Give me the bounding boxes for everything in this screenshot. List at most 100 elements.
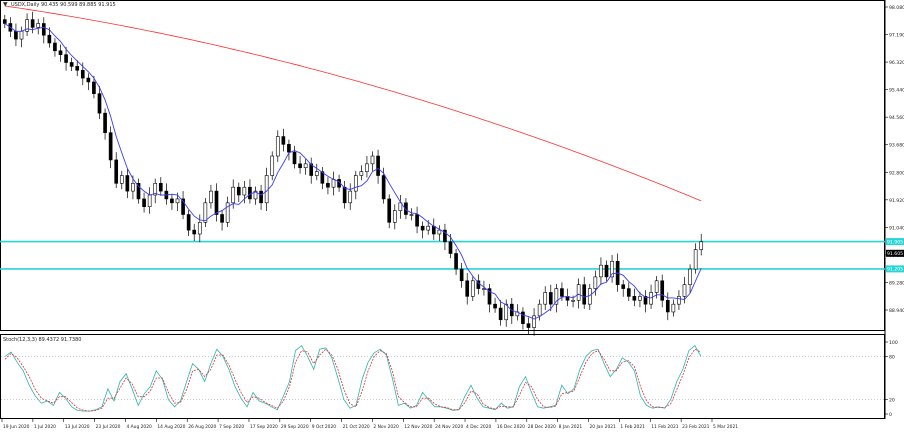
candle [75, 60, 80, 77]
stoch-main-line [4, 344, 702, 412]
candle-body-up [365, 163, 369, 172]
x-tick-label: 12 Nov 2020 [404, 424, 432, 430]
candle [103, 108, 107, 140]
candle-body-down [236, 186, 241, 196]
candle-body-down [192, 229, 197, 235]
candle-body-up [264, 175, 269, 204]
candle-body-down [326, 183, 330, 188]
candle-body-down [248, 186, 252, 200]
candle-body-down [86, 77, 91, 83]
candle-body-down [125, 175, 130, 192]
candle-body-up [253, 190, 258, 200]
candle-body-down [103, 112, 107, 133]
x-tick-label: 5 Mar 2021 [713, 424, 738, 430]
x-tick-label: 1 Jul 2020 [34, 424, 56, 430]
candle [97, 85, 102, 119]
candle-body-up [147, 194, 152, 208]
candle [376, 149, 380, 184]
candle [688, 264, 692, 293]
candle-body-down [142, 198, 146, 208]
candle-body-up [610, 260, 614, 278]
candle [270, 151, 275, 181]
candle [131, 175, 135, 200]
candle [53, 38, 57, 57]
candle-body-down [64, 54, 68, 63]
candle [108, 126, 113, 169]
candle-body-up [409, 214, 414, 216]
candle-body-up [677, 296, 681, 305]
candle-body-down [459, 268, 464, 282]
y-tick-label: 88.940 [889, 308, 904, 314]
x-tick-label: 23 Feb 2021 [682, 424, 710, 430]
candle-body-up [353, 175, 358, 192]
y-tick-label: 98.080 [889, 5, 904, 11]
candle-body-up [131, 183, 135, 192]
osc-tick-label: 20 [889, 398, 895, 404]
candle [287, 139, 291, 161]
x-tick-label: 28 Dec 2020 [528, 424, 556, 430]
candle-body-down [92, 81, 96, 94]
candle-body-down [220, 214, 224, 223]
candle [576, 278, 581, 309]
candle [253, 186, 258, 205]
candle [64, 46, 68, 71]
candle-body-down [181, 198, 185, 215]
candle-body-down [30, 19, 35, 28]
candle-body-down [498, 307, 503, 321]
candle [448, 234, 453, 259]
candle-body-up [348, 190, 353, 204]
candle-body-up [576, 284, 581, 301]
candle-body-up [392, 210, 397, 223]
candle-body-down [320, 171, 325, 184]
candle [621, 280, 626, 297]
candle-body-up [532, 315, 536, 328]
candle [248, 179, 252, 204]
candle [292, 145, 297, 169]
candle [136, 178, 141, 204]
candle [498, 300, 503, 326]
candle [2, 14, 7, 29]
candle-body-down [158, 183, 163, 192]
candle-body-down [660, 280, 665, 301]
x-tick-label: 7 Sep 2020 [219, 424, 244, 430]
y-tick-label: 89.280 [889, 280, 904, 286]
candle [69, 57, 74, 72]
candle-body-down [443, 229, 447, 243]
candle [543, 286, 548, 311]
candle [548, 284, 553, 312]
candle [465, 272, 470, 305]
osc-y-axis: 100 80 20 0 [885, 340, 898, 418]
price-label-text: 91.605 [887, 251, 903, 257]
candle-body-up [571, 299, 575, 302]
candle [203, 198, 208, 227]
price-label-text: 91.205 [887, 267, 903, 273]
candle-body-down [41, 23, 46, 36]
x-tick-label: 11 Feb 2021 [651, 424, 679, 430]
candle-body-down [281, 136, 286, 145]
candle [521, 307, 525, 330]
candle-body-up [688, 268, 692, 285]
candle [175, 192, 180, 211]
candle-body-down [454, 253, 458, 270]
candle [275, 130, 280, 162]
candle [197, 214, 202, 243]
candle-body-down [626, 288, 631, 297]
candle-body-up [19, 30, 24, 40]
candle [47, 27, 52, 48]
candle [420, 221, 425, 239]
candle-body-up [426, 225, 431, 231]
ma200-path [4, 5, 702, 202]
candle-body-down [387, 198, 392, 223]
candle [459, 262, 464, 288]
candle-body-down [114, 159, 119, 184]
candle-body-up [699, 241, 704, 250]
candle-body-up [36, 23, 41, 28]
candle [554, 283, 559, 313]
candle [493, 297, 497, 313]
candle [365, 156, 369, 178]
candle-body-down [53, 42, 57, 52]
candle-body-down [108, 132, 113, 161]
chart-symbol-icon: ▼ [3, 1, 8, 8]
y-tick-label: 96.320 [889, 60, 904, 66]
candle [259, 184, 263, 210]
